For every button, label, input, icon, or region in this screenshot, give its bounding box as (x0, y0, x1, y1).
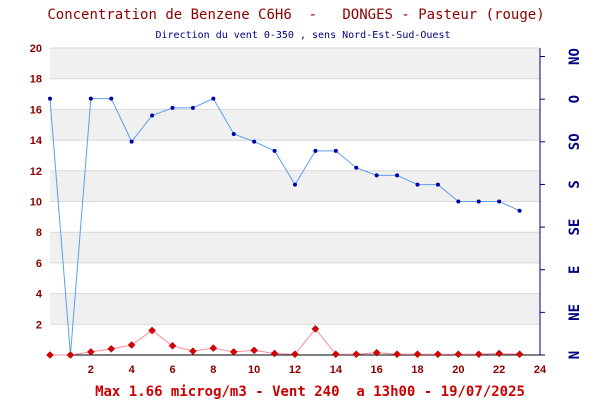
band (50, 109, 540, 141)
y-tick-label: 2 (36, 319, 42, 331)
wind-direction-label: SO (567, 133, 583, 150)
y-tick-label: 20 (30, 43, 42, 55)
benzene-point (474, 350, 483, 359)
wind-point (272, 148, 277, 153)
gridlines (50, 47, 540, 325)
wind-direction-label: E (567, 266, 583, 274)
benzene-point (352, 350, 361, 359)
wind-direction-label: NE (567, 304, 583, 321)
chart-footer: Max 1.66 microg/m3 - Vent 240 a 13h00 - … (95, 384, 525, 400)
band (50, 48, 540, 79)
benzene-point (209, 344, 218, 352)
wind-point (129, 139, 134, 144)
wind-point (435, 182, 440, 187)
chart-title: Concentration de Benzene C6H6 - DONGES -… (47, 7, 544, 23)
series-benzene (46, 325, 524, 359)
benzene-point (291, 350, 299, 359)
band (50, 232, 540, 263)
wind-direction-label: S (567, 180, 583, 188)
wind-point (48, 96, 52, 101)
wind-point (170, 105, 175, 110)
benzene-point (66, 351, 75, 359)
wind-direction-label: N (567, 351, 583, 359)
benzene-point (331, 350, 340, 359)
benzene-point (168, 341, 177, 350)
wind-point (517, 208, 522, 213)
x-tick-label: 10 (248, 364, 260, 376)
x-tick-label: 4 (129, 364, 136, 376)
benzene-point (229, 348, 238, 356)
benzene-point (270, 349, 279, 358)
wind-point (497, 199, 502, 204)
wind-point (415, 182, 420, 187)
benzene-point (515, 350, 524, 359)
wind-direction-label: SE (567, 219, 583, 236)
benzene-point (127, 341, 136, 349)
right-axis-ticks (540, 56, 545, 356)
x-tick-label: 12 (289, 364, 301, 376)
chart-subtitle: Direction du vent 0-350 , sens Nord-Est-… (155, 30, 450, 41)
wind-line (49, 98, 520, 356)
benzene-point (311, 325, 320, 333)
benzene-point (413, 350, 422, 359)
benzene-point (86, 348, 95, 356)
wind-point (476, 199, 481, 204)
wind-point (395, 173, 400, 178)
background-bands (50, 48, 540, 325)
wind-point (190, 105, 195, 110)
benzene-point (454, 350, 463, 359)
wind-point (231, 131, 236, 136)
benzene-point (148, 326, 156, 335)
y-tick-label: 18 (30, 74, 42, 86)
y-tick-label: 10 (30, 197, 42, 209)
y-tick-label: 14 (30, 135, 43, 147)
x-tick-label: 14 (330, 364, 343, 376)
y-tick-label: 16 (30, 104, 42, 116)
y-tick-label: 4 (36, 289, 43, 301)
wind-point (211, 96, 216, 101)
wind-direction-label: O (567, 95, 583, 103)
x-tick-label: 22 (493, 364, 505, 376)
y-tick-label: 6 (36, 258, 42, 270)
x-tick-label: 24 (534, 364, 547, 376)
wind-point (88, 96, 93, 101)
band (50, 293, 540, 325)
wind-point (456, 199, 461, 204)
x-tick-labels: 2 4 6 8 10 12 14 16 18 20 22 24 (88, 364, 547, 376)
benzene-point (250, 346, 259, 355)
wind-point (293, 182, 297, 187)
wind-point (313, 148, 318, 153)
wind-point (252, 139, 257, 144)
y-tick-label: 12 (30, 166, 42, 178)
benzene-point (495, 349, 504, 358)
x-tick-label: 18 (411, 364, 423, 376)
x-tick-label: 20 (452, 364, 464, 376)
wind-point (354, 165, 359, 170)
benzene-line (50, 328, 520, 356)
benzene-point (189, 347, 197, 356)
benzene-point (393, 350, 401, 359)
y-tick-labels: 2 4 6 8 10 12 14 16 18 20 (30, 43, 43, 331)
x-tick-label: 8 (210, 364, 216, 376)
benzene-point (107, 345, 116, 353)
wind-point (333, 148, 338, 153)
wind-direction-label: NO (567, 48, 583, 65)
x-tick-label: 2 (88, 364, 94, 376)
benzene-point (434, 350, 442, 359)
wind-point (150, 113, 155, 118)
wind-direction-labels: N NE E SE S SO O NO (567, 48, 583, 359)
benzene-point (372, 348, 381, 357)
wind-point (374, 173, 379, 178)
x-tick-label: 16 (371, 364, 383, 376)
benzene-point (46, 351, 54, 359)
wind-point (109, 96, 114, 101)
x-tick-label: 6 (169, 364, 175, 376)
y-tick-label: 8 (36, 227, 42, 239)
